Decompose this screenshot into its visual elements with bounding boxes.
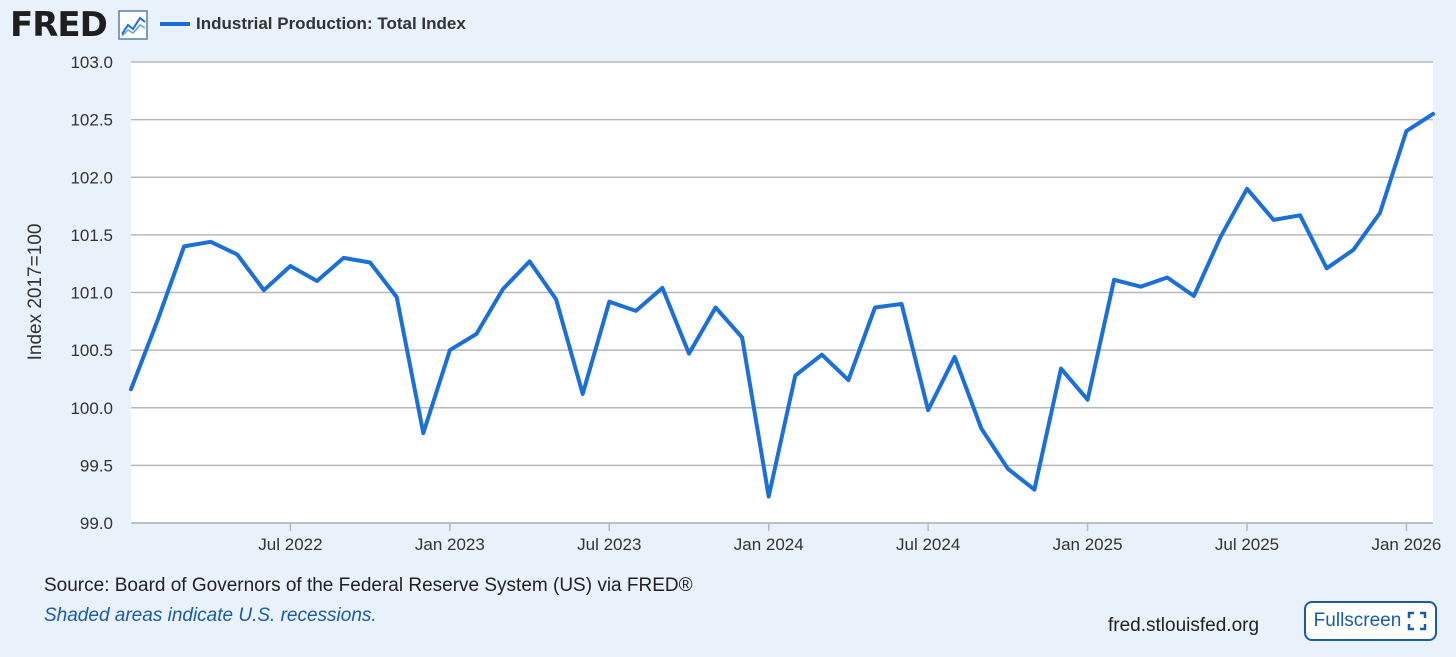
legend: Industrial Production: Total Index xyxy=(160,14,466,34)
source-note: Source: Board of Governors of the Federa… xyxy=(44,575,693,596)
x-tick-label: Jan 2023 xyxy=(415,535,485,554)
y-tick-label: 100.0 xyxy=(70,399,113,418)
x-tick-label: Jan 2024 xyxy=(734,535,804,554)
legend-swatch xyxy=(160,22,190,26)
line-graph-icon xyxy=(118,10,148,40)
series-line-industrial-production xyxy=(129,111,1435,499)
x-tick-label: Jul 2024 xyxy=(896,535,960,554)
x-tick-label: Jul 2023 xyxy=(577,535,641,554)
y-tick-label: 103.0 xyxy=(70,53,113,72)
y-tick-label: 101.0 xyxy=(70,284,113,303)
y-tick-label: 99.5 xyxy=(80,456,113,475)
x-tick-label: Jul 2025 xyxy=(1215,535,1279,554)
y-tick-label: 101.5 xyxy=(70,226,113,245)
recession-note: Shaded areas indicate U.S. recessions. xyxy=(44,605,377,626)
y-tick-label: 99.0 xyxy=(80,514,113,533)
y-tick-label: 100.5 xyxy=(70,341,113,360)
site-link[interactable]: fred.stlouisfed.org xyxy=(1108,615,1260,636)
x-tick-label: Jan 2026 xyxy=(1371,535,1441,554)
fullscreen-icon xyxy=(1408,611,1427,631)
x-axis-ticks: Jul 2022 Jan 2023 Jul 2023 Jan 2024 Jul 2024… xyxy=(258,523,1441,554)
legend-label: Industrial Production: Total Index xyxy=(196,14,466,33)
y-axis-ticks: 99.0 99.5 100.0 100.5 101.0 101.5 102.0 102.5 10… xyxy=(70,53,113,533)
fullscreen-button[interactable]: Fullscreen xyxy=(1304,601,1437,641)
fred-logo[interactable]: FRED xyxy=(10,5,108,45)
fullscreen-label: Fullscreen xyxy=(1313,610,1402,631)
x-tick-label: Jan 2025 xyxy=(1053,535,1123,554)
y-axis-title: Index 2017=100 xyxy=(25,224,46,361)
line-chart: 99.0 99.5 100.0 100.5 101.0 101.5 102.0 102.5 10… xyxy=(25,53,1441,554)
x-tick-label: Jul 2022 xyxy=(258,535,322,554)
y-tick-label: 102.5 xyxy=(70,111,113,130)
y-tick-label: 102.0 xyxy=(70,168,113,187)
